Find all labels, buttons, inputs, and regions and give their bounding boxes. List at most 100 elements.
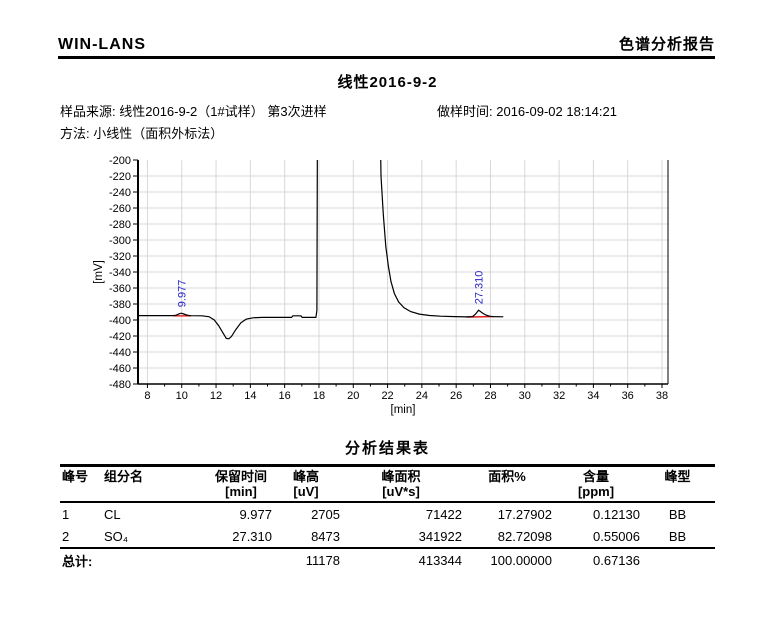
table-cell: 9.977	[239, 506, 272, 522]
table-cell: BB	[668, 528, 687, 544]
column-header: 组分名	[102, 465, 210, 504]
column-header: 峰面积 [uV*s]	[340, 465, 462, 504]
y-tick-label: -380	[109, 299, 131, 311]
column-unit: [min]	[225, 483, 257, 499]
table-cell: 8473	[311, 528, 340, 544]
total-cell: 413344	[340, 547, 462, 572]
x-tick-label: 20	[347, 390, 359, 402]
total-cell: 0.67136	[552, 547, 640, 572]
x-tick-label: 18	[313, 390, 325, 402]
sample-time-value: 2016-09-02 18:14:21	[496, 104, 617, 119]
total-row: 总计: 11178 413344 100.00000 0.67136	[60, 547, 715, 572]
table-cell: 82.72098	[497, 528, 552, 544]
column-header: 面积%	[462, 465, 552, 504]
sample-source-label: 样品来源:	[60, 104, 120, 119]
column-header: 保留时间 [min]	[210, 465, 272, 504]
column-name: 组分名	[104, 469, 144, 484]
y-tick-label: -460	[109, 363, 131, 375]
y-tick-label: -400	[109, 315, 131, 327]
x-tick-label: 10	[176, 390, 188, 402]
sample-time-label: 做样时间:	[437, 104, 497, 119]
y-axis-title: [mV]	[93, 260, 105, 284]
results-header-row: 峰号 组分名 保留时间 [min] 峰高 [uV] 峰面积 [uV*s] 面积% 含量 [ppm] 峰…	[60, 465, 715, 504]
header-rule	[58, 56, 715, 59]
column-unit: [uV*s]	[382, 483, 420, 499]
report-header: WIN-LANS 色谱分析报告	[58, 33, 715, 54]
table-cell: 341922	[418, 528, 462, 544]
y-tick-label: -220	[109, 171, 131, 183]
x-tick-label: 34	[587, 390, 599, 402]
table-row: 2 SO₄ 27.310 8473 341922 82.72098 0.55006 BB	[60, 525, 715, 548]
column-header: 峰型	[640, 465, 715, 504]
table-cell: BB	[668, 506, 687, 522]
y-tick-label: -480	[109, 379, 131, 391]
sample-source-line: 样品来源: 线性2016-9-2（1#试样） 第3次进样	[60, 101, 327, 120]
chromatogram-trace	[138, 160, 504, 340]
peak-rt-label: 9.977	[176, 280, 188, 308]
method-label: 方法:	[60, 126, 94, 141]
table-cell: 2705	[311, 506, 340, 522]
column-name: 峰号	[62, 469, 89, 484]
table-cell: 2	[62, 528, 70, 544]
y-tick-label: -260	[109, 203, 131, 215]
total-cell: 11178	[272, 547, 340, 572]
column-header: 峰高 [uV]	[272, 465, 340, 504]
y-tick-label: -340	[109, 267, 131, 279]
column-name: 峰型	[664, 469, 691, 484]
column-name: 保留时间	[214, 469, 267, 484]
table-cell: 1	[62, 506, 70, 522]
method-line: 方法: 小线性（面积外标法）	[60, 123, 223, 142]
x-tick-label: 26	[450, 390, 462, 402]
total-cell: 100.00000	[462, 547, 552, 572]
y-tick-label: -360	[109, 283, 131, 295]
table-cell: 0.12130	[593, 506, 640, 522]
sample-time-line: 做样时间: 2016-09-02 18:14:21	[437, 101, 617, 120]
peak-labels: 9.977 27.310	[176, 271, 485, 308]
x-tick-label: 32	[553, 390, 565, 402]
table-cell: CL	[104, 506, 121, 522]
x-tick-label: 36	[622, 390, 634, 402]
x-tick-label: 22	[381, 390, 393, 402]
table-row: 1 CL 9.977 2705 71422 17.27902 0.12130 BB	[60, 502, 715, 525]
x-tick-label: 24	[416, 390, 428, 402]
total-cell	[102, 547, 210, 572]
y-tick-label: -320	[109, 251, 131, 263]
y-tick-label: -420	[109, 331, 131, 343]
chromatogram-chart: -200 -220 -240 -260 -280 -300 -320 -340 -360 -380…	[93, 155, 669, 416]
results-table: 峰号 组分名 保留时间 [min] 峰高 [uV] 峰面积 [uV*s] 面积% 含量 [ppm] 峰…	[60, 464, 715, 572]
table-cell: 0.55006	[593, 528, 640, 544]
column-header: 峰号	[60, 465, 102, 504]
y-tick-label: -300	[109, 235, 131, 247]
sample-title: 线性2016-9-2	[337, 74, 438, 91]
method-value: 小线性（面积外标法）	[93, 126, 224, 141]
column-header: 含量 [ppm]	[552, 465, 640, 504]
column-name: 含量	[582, 469, 609, 484]
x-tick-label: 28	[484, 390, 496, 402]
total-cell: 总计:	[60, 547, 102, 572]
table-cell: SO₄	[104, 528, 129, 544]
column-name: 面积%	[488, 469, 526, 484]
app-name: WIN-LANS	[58, 36, 146, 53]
column-unit: [uV]	[293, 483, 319, 499]
y-tick-label: -440	[109, 347, 131, 359]
column-name: 峰面积	[381, 469, 421, 484]
x-tick-label: 14	[244, 390, 256, 402]
peak-rt-label: 27.310	[474, 271, 486, 305]
results-table-title: 分析结果表	[344, 440, 430, 457]
column-name: 峰高	[292, 469, 319, 484]
x-tick-label: 8	[144, 390, 150, 402]
y-tick-label: -200	[109, 155, 131, 167]
y-tick-label: -240	[109, 187, 131, 199]
x-tick-label: 30	[519, 390, 531, 402]
table-cell: 17.27902	[497, 506, 552, 522]
report-title: 色谱分析报告	[618, 36, 715, 53]
x-tick-label: 16	[279, 390, 291, 402]
results-table-container: 峰号 组分名 保留时间 [min] 峰高 [uV] 峰面积 [uV*s] 面积% 含量 [ppm] 峰…	[60, 464, 715, 572]
x-tick-label: 12	[210, 390, 222, 402]
sample-source-value: 线性2016-9-2（1#试样） 第3次进样	[119, 104, 327, 119]
table-cell: 27.310	[232, 528, 272, 544]
y-tick-label: -280	[109, 219, 131, 231]
table-cell: 71422	[425, 506, 462, 522]
axis-ticks-and-labels: -200 -220 -240 -260 -280 -300 -320 -340 -360 -380…	[109, 155, 668, 402]
grid-lines	[138, 160, 668, 384]
